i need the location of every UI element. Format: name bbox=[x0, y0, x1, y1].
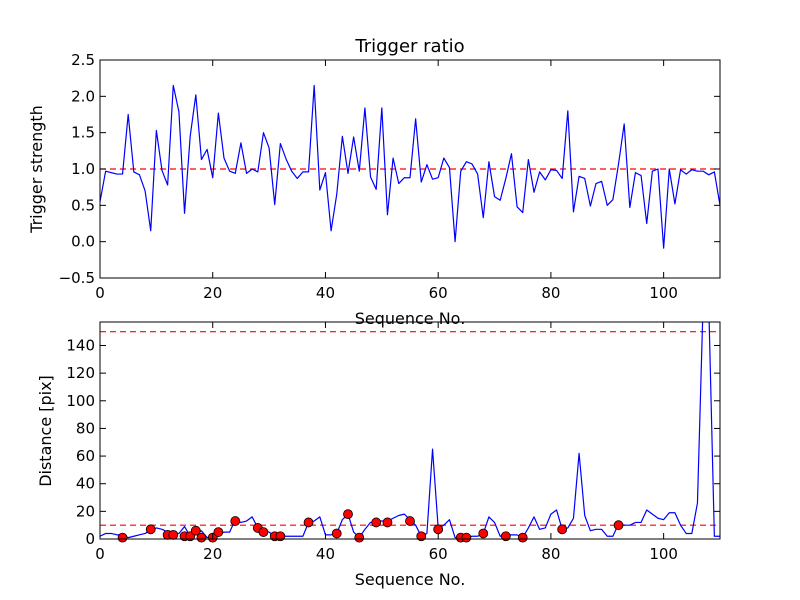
x-tick-label: 80 bbox=[541, 284, 560, 302]
data-point bbox=[145, 524, 156, 535]
data-point bbox=[258, 527, 269, 537]
data-point bbox=[517, 532, 528, 543]
y-tick-label: 2.0 bbox=[71, 87, 95, 105]
y-tick-label: 80 bbox=[76, 419, 95, 437]
y-tick-label: 0.0 bbox=[71, 233, 95, 251]
data-point bbox=[557, 524, 568, 535]
x-tick-label: 60 bbox=[429, 284, 448, 302]
series-line-trigger-strength bbox=[100, 84, 720, 249]
x-tick-label: 20 bbox=[203, 284, 222, 302]
data-point bbox=[433, 524, 444, 535]
data-point bbox=[196, 532, 207, 543]
data-point bbox=[461, 532, 472, 543]
y-tick-label: 20 bbox=[76, 502, 95, 520]
x-tick-label: 80 bbox=[541, 545, 560, 563]
x-tick-label: 0 bbox=[95, 545, 105, 563]
y-tick-label: 1.0 bbox=[71, 160, 95, 178]
chart-title: Trigger ratio bbox=[354, 36, 464, 57]
y-tick-label: 0.5 bbox=[71, 196, 95, 214]
y-axis-title: Trigger strength bbox=[27, 105, 46, 234]
data-point bbox=[343, 509, 353, 520]
x-tick-label: 100 bbox=[649, 284, 678, 302]
data-point bbox=[405, 516, 415, 526]
y-tick-label: 0 bbox=[85, 530, 95, 548]
x-tick-label: 40 bbox=[316, 284, 335, 302]
data-point bbox=[230, 516, 241, 526]
x-tick-label: 20 bbox=[203, 545, 222, 563]
data-point bbox=[168, 529, 179, 540]
data-point bbox=[354, 532, 365, 543]
data-point bbox=[613, 520, 624, 531]
data-point bbox=[190, 525, 201, 536]
y-tick-label: −0.5 bbox=[59, 269, 95, 287]
data-point bbox=[303, 517, 314, 528]
plot-area bbox=[100, 84, 720, 249]
data-point bbox=[478, 528, 489, 539]
data-point bbox=[416, 531, 427, 542]
data-point bbox=[275, 531, 286, 542]
y-axis-title: Distance [pix] bbox=[36, 375, 55, 487]
plot-frame bbox=[99, 321, 721, 540]
x-tick-label: 100 bbox=[649, 545, 678, 563]
data-point bbox=[382, 517, 393, 528]
x-axis-title: Sequence No. bbox=[355, 570, 466, 589]
data-point bbox=[213, 527, 224, 537]
x-tick-label: 0 bbox=[95, 284, 105, 302]
data-point bbox=[500, 531, 511, 542]
data-point bbox=[117, 532, 128, 543]
y-tick-label: 100 bbox=[66, 392, 95, 410]
distance-chart: 0 20 40 60 80 100 0 20 40 60 80 100 120 140 Sequence N… bbox=[36, 321, 721, 589]
x-axis-title: Sequence No. bbox=[355, 309, 466, 328]
trigger-ratio-chart: 0 20 40 60 80 100 −0.5 0.0 0.5 1.0 1.5 2.0 2.5 Trigge… bbox=[27, 36, 721, 328]
y-tick-label: 60 bbox=[76, 447, 95, 465]
x-tick-label: 40 bbox=[316, 545, 335, 563]
y-tick-label: 1.5 bbox=[71, 124, 95, 142]
y-tick-label: 120 bbox=[66, 364, 95, 382]
y-tick-label: 2.5 bbox=[71, 51, 95, 69]
y-tick-label: 140 bbox=[66, 336, 95, 354]
data-point bbox=[371, 517, 382, 528]
y-tick-label: 40 bbox=[76, 475, 95, 493]
x-tick-label: 60 bbox=[429, 545, 448, 563]
data-point bbox=[331, 528, 342, 539]
